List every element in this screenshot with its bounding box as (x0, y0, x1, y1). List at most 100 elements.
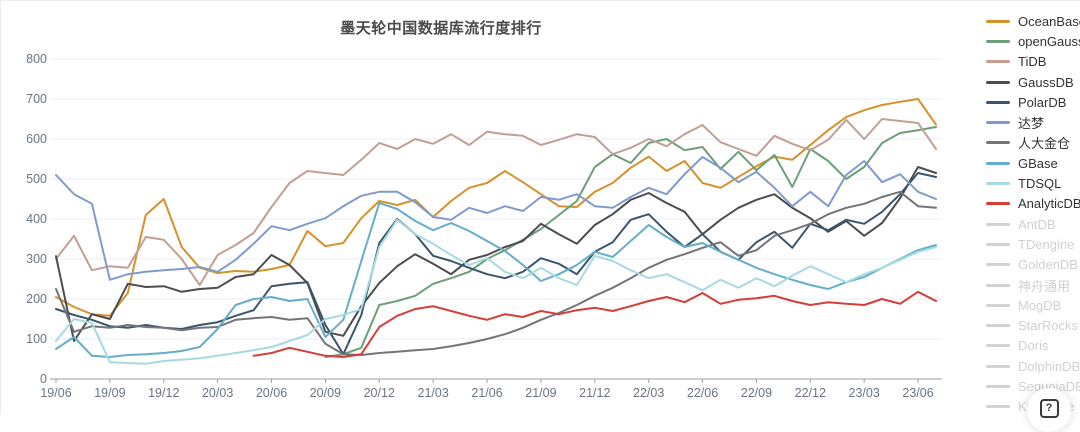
y-axis-tick-label: 200 (26, 292, 47, 306)
legend-label: AntDB (1018, 216, 1056, 232)
legend-swatch (986, 263, 1010, 267)
legend-item-神舟通用[interactable]: 神舟通用 (986, 275, 1080, 295)
x-axis-tick-label: 20/03 (202, 386, 233, 400)
y-axis-tick-label: 700 (26, 92, 47, 106)
legend-swatch (986, 283, 1010, 287)
x-axis-tick-label: 21/12 (579, 386, 610, 400)
legend-swatch (986, 222, 1010, 226)
legend-swatch (986, 344, 1010, 348)
legend-label: Doris (1018, 338, 1049, 354)
series-line-达梦[interactable] (55, 156, 937, 281)
series-line-GaussDB[interactable] (55, 166, 937, 342)
legend-item-SequoiaDB[interactable]: SequoiaDB (986, 376, 1080, 396)
legend-item-DolphinDB[interactable]: DolphinDB (986, 356, 1080, 376)
legend-label: StarRocks (1018, 318, 1078, 334)
legend-swatch (986, 182, 1010, 186)
y-axis-tick-label: 800 (26, 52, 47, 66)
series-line-PolarDB[interactable] (55, 172, 937, 356)
legend-label: PolarDB (1018, 94, 1067, 110)
x-axis-tick-label: 23/06 (902, 386, 933, 400)
legend-swatch (986, 364, 1010, 368)
x-axis-tick-label: 23/03 (849, 386, 880, 400)
legend-label: OceanBase (1018, 13, 1080, 29)
series-line-TiDB[interactable] (55, 118, 937, 286)
y-axis-tick-label: 400 (26, 212, 47, 226)
legend-item-GaussDB[interactable]: GaussDB (986, 72, 1080, 92)
legend-label: AnalyticDB (1018, 196, 1080, 212)
legend-label: openGauss (1018, 33, 1080, 49)
legend-item-AntDB[interactable]: AntDB (986, 214, 1080, 234)
x-axis-tick-label: 22/12 (795, 386, 826, 400)
chart-legend: OceanBase openGauss TiDB GaussDB PolarDB 达梦人大… (986, 11, 1080, 417)
y-axis-tick-label: 500 (26, 172, 47, 186)
legend-item-PolarDB[interactable]: PolarDB (986, 92, 1080, 112)
legend-label: 达梦 (1018, 116, 1045, 132)
legend-swatch (986, 60, 1010, 64)
y-axis-tick-label: 300 (26, 252, 47, 266)
y-axis-tick-label: 600 (26, 132, 47, 146)
legend-swatch (986, 141, 1010, 145)
legend-label: DolphinDB (1018, 358, 1080, 374)
legend-label: GoldenDB (1018, 257, 1078, 273)
legend-swatch (986, 39, 1010, 43)
legend-item-OceanBase[interactable]: OceanBase (986, 11, 1080, 31)
legend-item-人大金仓[interactable]: 人大金仓 (986, 133, 1080, 153)
y-axis-tick-label: 0 (40, 372, 47, 386)
line-chart: 0 100 200 300 400 500 600 700 800 19/06 19/09 19/12… (26, 52, 942, 400)
x-axis-tick-label: 19/09 (94, 386, 125, 400)
legend-swatch (986, 80, 1010, 84)
x-axis-tick-label: 21/06 (471, 386, 502, 400)
legend-swatch (986, 242, 1010, 246)
x-axis-tick-label: 22/09 (741, 386, 772, 400)
x-axis-tick-label: 22/06 (687, 386, 718, 400)
legend-label: GBase (1018, 155, 1058, 171)
series-line-AnalyticDB[interactable] (252, 290, 937, 358)
legend-item-GoldenDB[interactable]: GoldenDB (986, 255, 1080, 275)
legend-item-AnalyticDB[interactable]: AnalyticDB (986, 194, 1080, 214)
chart-title: 墨天轮中国数据库流行度排行 (340, 20, 542, 37)
legend-item-TDengine[interactable]: TDengine (986, 234, 1080, 254)
legend-item-TDSQL[interactable]: TDSQL (986, 173, 1080, 193)
x-axis-tick-label: 22/03 (633, 386, 664, 400)
legend-swatch (986, 161, 1010, 165)
legend-swatch (986, 384, 1010, 388)
x-axis-tick-label: 20/09 (310, 386, 341, 400)
legend-label: TiDB (1018, 54, 1047, 70)
legend-item-TiDB[interactable]: TiDB (986, 52, 1080, 72)
series-line-GBase[interactable] (55, 202, 937, 358)
legend-swatch (986, 202, 1010, 206)
legend-swatch (986, 121, 1010, 125)
legend-label: GaussDB (1018, 74, 1074, 90)
x-axis-tick-label: 19/06 (40, 386, 71, 400)
legend-item-Doris[interactable]: Doris (986, 336, 1080, 356)
legend-swatch (986, 405, 1010, 409)
legend-label: 人大金仓 (1018, 136, 1071, 152)
legend-label: 神舟通用 (1018, 278, 1071, 294)
series-line-人大金仓[interactable] (55, 190, 937, 356)
x-axis-tick-label: 21/09 (525, 386, 556, 400)
legend-swatch (986, 303, 1010, 307)
legend-label: SequoiaDB (1018, 378, 1080, 394)
legend-item-MogDB[interactable]: MogDB (986, 295, 1080, 315)
x-axis-tick-label: 20/06 (256, 386, 287, 400)
dashboard-page: { "title": "墨天轮中国数据库流行度排行", "help": { "l… (0, 0, 1080, 418)
series-line-TDSQL[interactable] (55, 218, 937, 365)
x-axis-tick-label: 20/12 (364, 386, 395, 400)
legend-item-GBase[interactable]: GBase (986, 153, 1080, 173)
legend-label: MogDB (1018, 297, 1062, 313)
chart-region: 墨天轮中国数据库流行度排行 0 100 200 300 400 500 600 700 800 1… (1, 1, 961, 415)
legend-swatch (986, 19, 1010, 23)
legend-item-达梦[interactable]: 达梦 (986, 112, 1080, 132)
y-axis-tick-label: 100 (26, 332, 47, 346)
legend-label: TDSQL (1018, 176, 1062, 192)
legend-swatch (986, 324, 1010, 328)
legend-item-openGauss[interactable]: openGauss (986, 31, 1080, 51)
x-axis-tick-label: 21/03 (418, 386, 449, 400)
series-line-openGauss[interactable] (324, 126, 937, 358)
legend-label: TDengine (1018, 236, 1075, 252)
x-axis-tick-label: 19/12 (148, 386, 179, 400)
legend-item-StarRocks[interactable]: StarRocks (986, 315, 1080, 335)
help-button[interactable]: ? (1027, 388, 1071, 432)
question-mark-icon: ? (1039, 399, 1059, 418)
legend-swatch (986, 100, 1010, 104)
